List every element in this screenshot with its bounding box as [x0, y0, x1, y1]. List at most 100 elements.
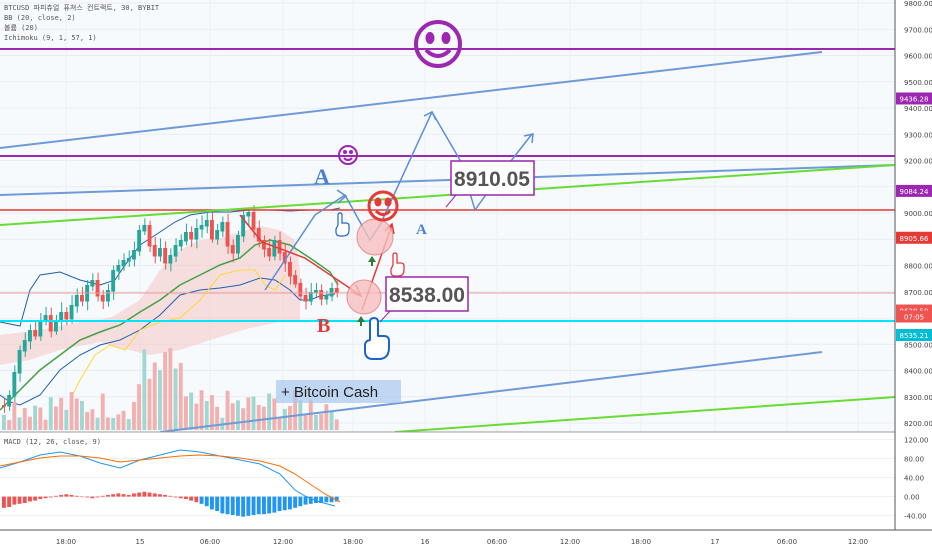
macd-bar	[59, 495, 64, 497]
macd-bar	[225, 496, 230, 515]
volume-bar	[142, 349, 147, 430]
ma-line	[0, 239, 339, 411]
smiley-icon-large	[414, 20, 462, 68]
candle	[158, 248, 162, 257]
candle	[194, 228, 199, 240]
bb-legend: BB (20, close, 2)	[4, 14, 76, 22]
volume-bars	[2, 348, 339, 430]
candle	[210, 220, 214, 240]
volume-bar	[303, 415, 308, 430]
price-box-low-text: 8538.00	[389, 284, 465, 307]
volume-bar	[256, 404, 261, 430]
volume-bar	[95, 417, 100, 430]
arrow-up-icon	[368, 256, 376, 266]
volume-bar	[69, 392, 74, 430]
price-badge-text: 07:05	[904, 314, 924, 322]
macd-tick: 40.00	[904, 475, 924, 483]
volume-bar	[308, 399, 313, 430]
macd-bar	[137, 492, 142, 497]
price-tick: 8500.00	[904, 341, 932, 349]
price-badge-text: 8535.21	[900, 332, 929, 340]
macd-bar	[163, 495, 168, 497]
candle	[168, 255, 173, 264]
macd-bar	[17, 496, 22, 504]
price-badge-text: 9084.24	[900, 188, 929, 196]
time-axis[interactable]	[0, 530, 932, 550]
volume-bar	[137, 384, 142, 430]
volume-bar	[178, 362, 183, 430]
time-tick: 15	[136, 538, 145, 546]
target-circle-upper	[356, 218, 394, 256]
candle	[48, 315, 53, 332]
macd-bar	[293, 496, 298, 508]
candle	[272, 240, 277, 257]
price-axis[interactable]	[895, 0, 932, 530]
volume-bar	[28, 416, 32, 430]
macd-bar	[132, 493, 136, 497]
candle	[251, 212, 256, 230]
macd-bar	[158, 494, 162, 497]
volume-bar	[319, 413, 324, 430]
macd-bar	[288, 496, 292, 510]
macd-bar	[85, 496, 90, 498]
price-tick: 9600.00	[904, 53, 932, 61]
macd-bar	[236, 496, 240, 516]
volume-bar	[38, 407, 43, 430]
volume-bar	[173, 368, 178, 430]
volume-bar	[194, 403, 199, 430]
volume-bar	[246, 397, 251, 430]
macd-bar	[308, 496, 313, 504]
candle	[74, 295, 79, 307]
candle	[132, 250, 136, 260]
volume-bar	[12, 401, 17, 430]
candle	[308, 292, 313, 302]
macd-bar	[173, 496, 178, 498]
volume-bar	[54, 406, 58, 430]
volume-bar	[152, 362, 157, 430]
macd-bar	[298, 496, 303, 507]
price-box-low-pointer	[379, 310, 391, 323]
volume-bar	[334, 419, 339, 430]
candle	[329, 288, 334, 297]
candle	[225, 222, 230, 247]
candle	[277, 240, 282, 254]
volume-bar	[267, 393, 272, 430]
volume-bar	[59, 397, 64, 430]
price-tick: 8800.00	[904, 263, 932, 271]
volume-bar	[324, 404, 329, 430]
candle	[173, 245, 178, 257]
price-badge	[896, 92, 932, 105]
tenkan-line	[69, 269, 286, 401]
macd-bar	[38, 496, 43, 500]
price-badge	[896, 231, 932, 244]
volume-bar	[80, 400, 84, 430]
volume-bar	[17, 417, 22, 430]
volume-bar	[168, 348, 173, 430]
macd-bar	[100, 495, 105, 497]
volume-bar	[64, 409, 69, 430]
time-tick: 06:00	[777, 538, 797, 546]
candle	[69, 305, 74, 320]
price-tick: 8300.00	[904, 394, 932, 402]
candle	[152, 245, 157, 257]
volume-bar	[163, 352, 168, 430]
macd-bar	[142, 491, 147, 497]
candle	[298, 283, 303, 297]
macd-bar	[277, 496, 282, 512]
price-badge	[896, 329, 932, 342]
price-box-high-text: 8910.05	[454, 168, 530, 191]
macd-bar	[204, 496, 209, 507]
candle	[262, 240, 266, 250]
volume-bar	[184, 396, 188, 430]
candle	[256, 228, 261, 242]
macd-axis-ticks: 120.00 80.00 40.00 0.00 -40.00	[904, 436, 929, 520]
candle	[282, 252, 287, 264]
trendline-mid	[0, 164, 896, 196]
candle	[43, 315, 48, 322]
macd-bar	[48, 496, 53, 498]
candle	[147, 225, 152, 247]
arrow-up-icon	[357, 316, 365, 326]
candle	[59, 312, 64, 322]
macd-bar	[199, 496, 204, 504]
